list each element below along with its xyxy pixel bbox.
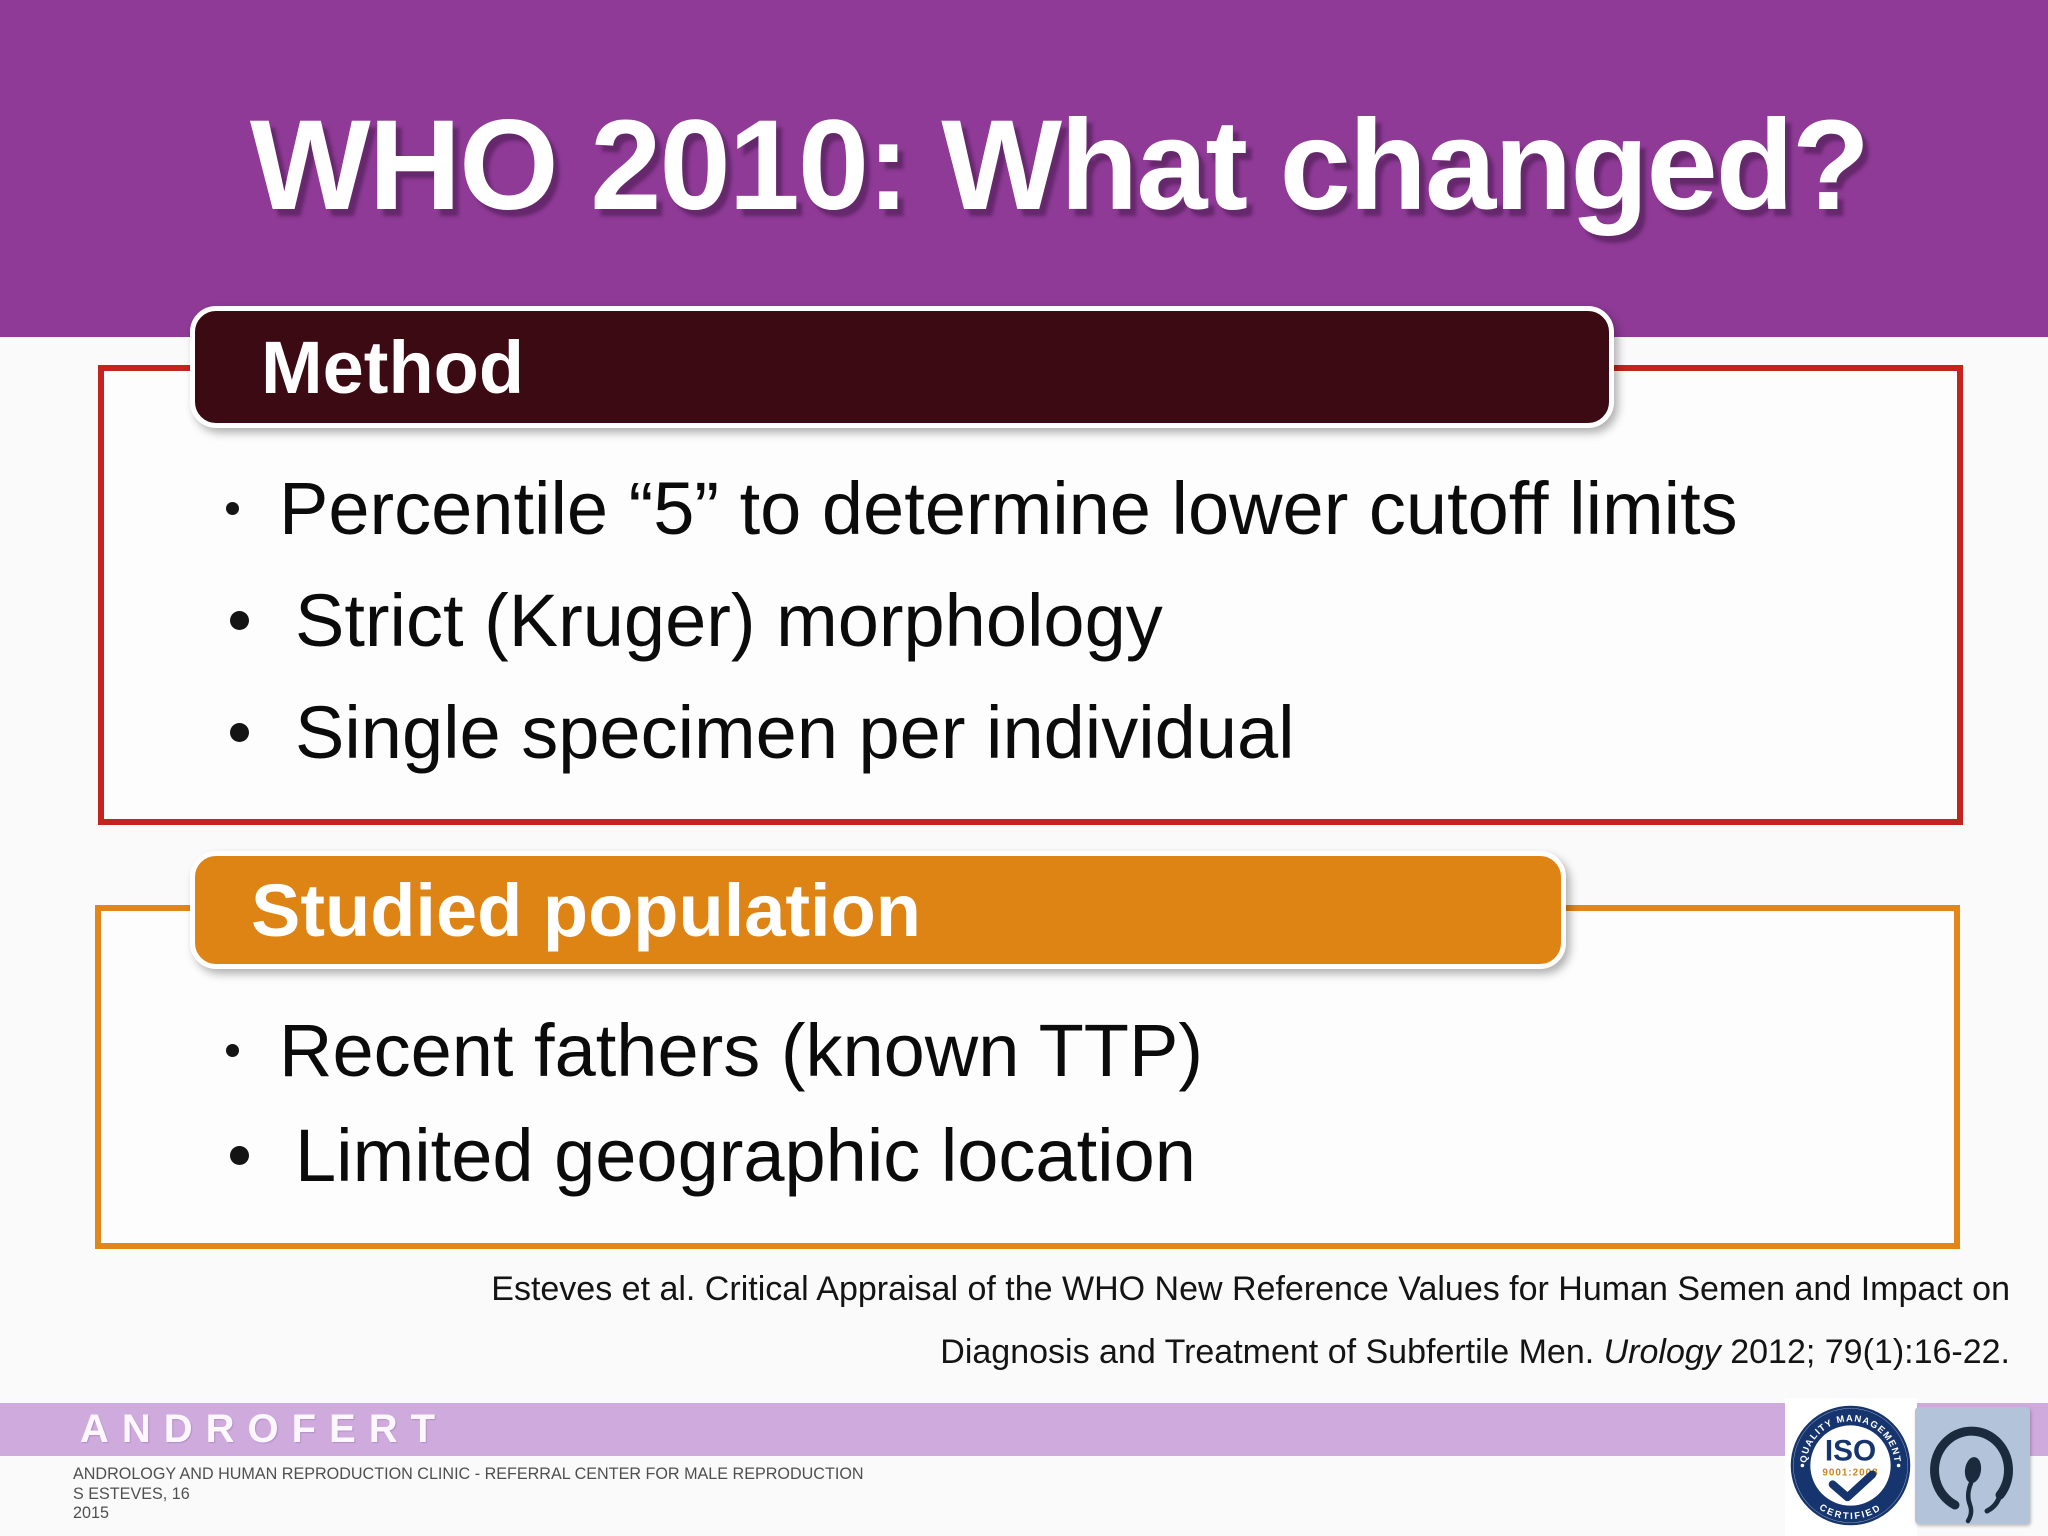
- citation-line-2: Diagnosis and Treatment of Subfertile Me…: [491, 1321, 2010, 1384]
- bullet-dot-icon: [230, 1145, 249, 1165]
- year: 2015: [73, 1503, 109, 1522]
- bullet-text: Single specimen per individual: [295, 690, 1295, 774]
- studied-population-section-header: Studied population: [190, 851, 1566, 969]
- footer-band: [0, 1403, 2048, 1456]
- citation-journal-name: Urology: [1603, 1333, 1721, 1371]
- footer-credits: ANDROLOGY AND HUMAN REPRODUCTION CLINIC …: [73, 1464, 864, 1523]
- title-band: WHO 2010: What changed?: [0, 0, 2048, 337]
- iso-center-text: ISO: [1825, 1435, 1876, 1468]
- iso-9001-badge-icon: QUALITY MANAGEMENT CERTIFIED ISO 9001:20…: [1790, 1405, 1911, 1526]
- bullet-dot-icon: [226, 1043, 239, 1057]
- citation: Esteves et al. Critical Appraisal of the…: [491, 1258, 2010, 1384]
- iso-certification-logo: QUALITY MANAGEMENT CERTIFIED ISO 9001:20…: [1785, 1398, 1917, 1536]
- bullet-text: Percentile “5” to determine lower cutoff…: [279, 466, 1738, 550]
- bullet-dot-icon: [226, 501, 239, 515]
- studied-bullet-2: Limited geographic location: [230, 1109, 1196, 1201]
- citation-line2-prefix: Diagnosis and Treatment of Subfertile Me…: [940, 1333, 1604, 1371]
- method-bullet-3: Single specimen per individual: [230, 686, 1295, 778]
- bullet-dot-icon: [230, 722, 249, 742]
- bullet-text: Limited geographic location: [295, 1113, 1196, 1197]
- bullet-text: Recent fathers (known TTP): [279, 1008, 1203, 1092]
- bullet-dot-icon: [230, 610, 249, 630]
- method-bullet-1: Percentile “5” to determine lower cutoff…: [226, 462, 1738, 554]
- clinic-description: ANDROLOGY AND HUMAN REPRODUCTION CLINIC …: [73, 1464, 864, 1483]
- author-slide-number: S ESTEVES, 16: [73, 1483, 190, 1503]
- androfert-logo-tile: [1915, 1407, 2030, 1524]
- citation-line2-suffix: 2012; 79(1):16-22.: [1720, 1333, 2010, 1371]
- iso-standard-number: 9001:2008: [1822, 1467, 1878, 1478]
- androfert-wordmark: ANDROFERT: [80, 1407, 449, 1451]
- sperm-swoosh-icon: [1930, 1426, 2013, 1524]
- method-section-header: Method: [190, 306, 1614, 428]
- method-bullet-2: Strict (Kruger) morphology: [230, 574, 1163, 666]
- slide-title: WHO 2010: What changed?: [249, 94, 1870, 237]
- studied-population-header-label: Studied population: [251, 868, 922, 952]
- checkmark-icon: [1828, 1470, 1877, 1502]
- citation-line-1: Esteves et al. Critical Appraisal of the…: [491, 1270, 2010, 1308]
- bullet-text: Strict (Kruger) morphology: [295, 578, 1163, 662]
- method-header-label: Method: [261, 325, 525, 409]
- studied-bullet-1: Recent fathers (known TTP): [226, 1004, 1203, 1096]
